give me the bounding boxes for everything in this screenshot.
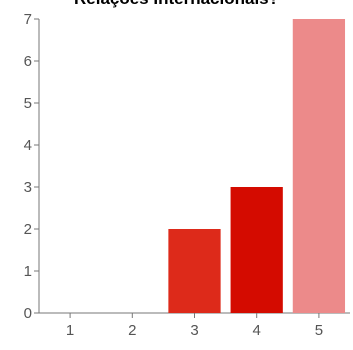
bar-3 bbox=[168, 229, 221, 313]
x-tick-label: 2 bbox=[128, 322, 136, 339]
y-tick-label: 3 bbox=[24, 179, 32, 196]
y-tick-label: 5 bbox=[24, 95, 32, 112]
y-tick-label: 7 bbox=[24, 11, 32, 28]
x-tick-label: 1 bbox=[66, 322, 74, 339]
bar-5 bbox=[292, 19, 346, 313]
y-tick-label: 0 bbox=[24, 305, 32, 322]
y-tick-label: 4 bbox=[24, 137, 32, 154]
chart-title: Relações Internacionais? bbox=[0, 0, 353, 9]
y-tick-label: 1 bbox=[24, 263, 32, 280]
bar-4 bbox=[230, 187, 283, 313]
x-tick-label: 4 bbox=[253, 322, 261, 339]
y-tick-label: 2 bbox=[24, 221, 32, 238]
y-tick-label: 6 bbox=[24, 53, 32, 70]
x-tick-label: 3 bbox=[190, 322, 198, 339]
x-tick-label: 5 bbox=[315, 322, 323, 339]
